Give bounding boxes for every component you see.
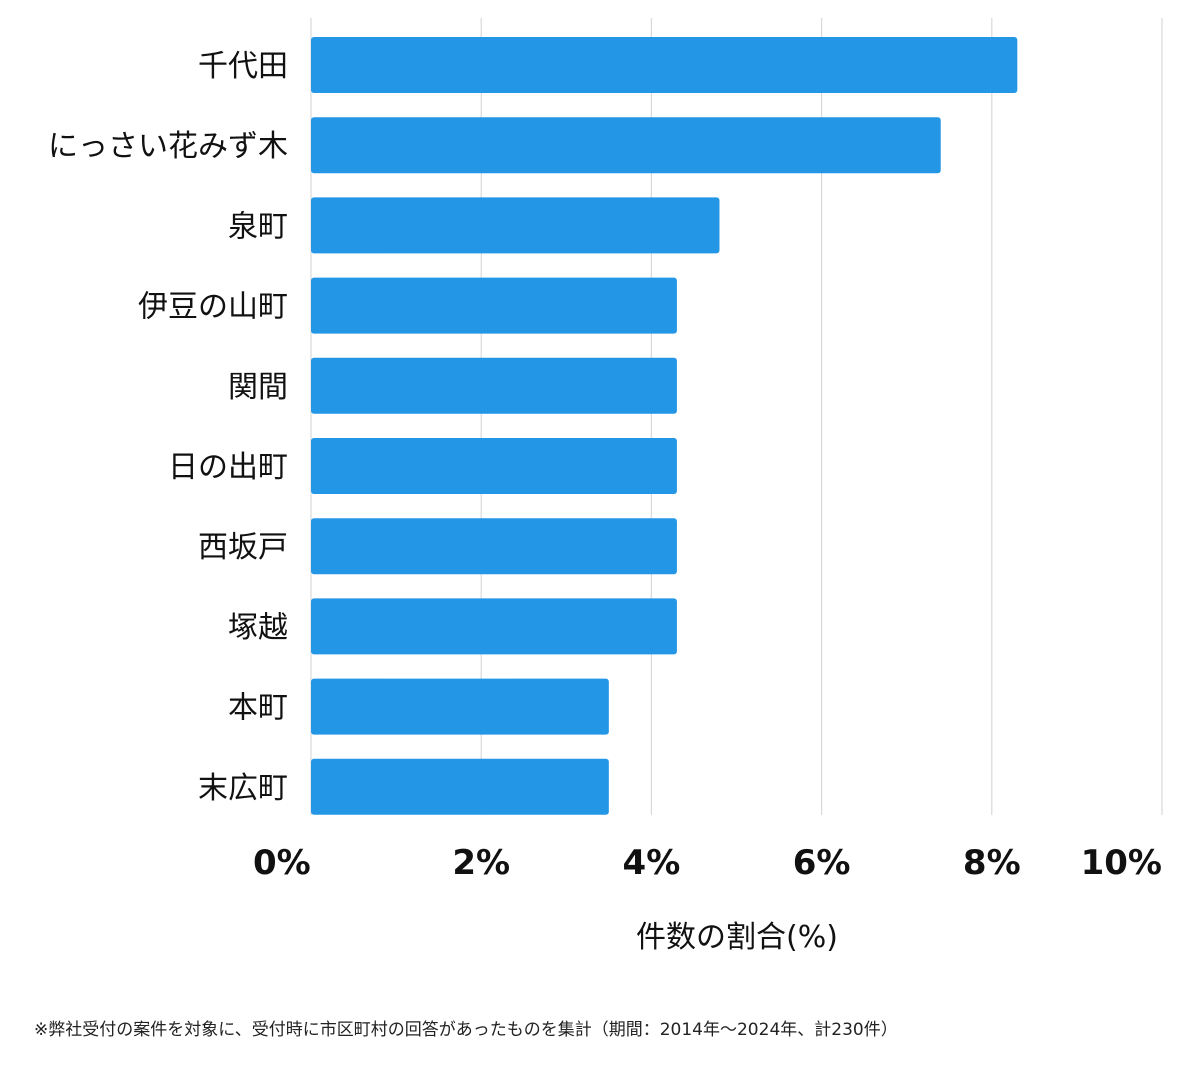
category-label: 関間: [228, 370, 288, 405]
bar: [311, 117, 941, 174]
category-label: 千代田: [198, 49, 288, 84]
x-tick-label: 2%: [452, 843, 510, 883]
category-label: 伊豆の山町: [138, 290, 288, 325]
bars: [311, 37, 1018, 815]
bar: [311, 758, 609, 815]
category-label: 泉町: [228, 209, 288, 244]
bar: [311, 37, 1018, 93]
bar: [311, 197, 720, 254]
x-tick-label: 10%: [1081, 843, 1162, 883]
category-label: 末広町: [198, 771, 288, 806]
bar: [311, 357, 677, 414]
x-tick-label: 6%: [793, 843, 851, 883]
x-tick-labels: 0% 2% 4% 6% 8% 10%: [253, 843, 1162, 883]
x-tick-label: 4%: [623, 843, 681, 883]
bar: [311, 678, 609, 735]
category-label: 西坂戸: [198, 530, 288, 565]
bar: [311, 438, 677, 494]
category-label: 本町: [228, 691, 288, 726]
x-tick-label: 0%: [253, 843, 311, 883]
bar: [311, 277, 677, 334]
bar: [311, 598, 677, 655]
bar: [311, 518, 677, 575]
footnote: ※弊社受付の案件を対象に、受付時に市区町村の回答があったものを集計（期間：201…: [34, 1020, 898, 1040]
category-label: にっさい花みず木: [48, 129, 288, 164]
category-label: 塚越: [228, 610, 288, 645]
category-label: 日の出町: [168, 450, 288, 485]
x-tick-label: 8%: [963, 843, 1021, 883]
x-axis-title: 件数の割合(%): [636, 920, 838, 955]
